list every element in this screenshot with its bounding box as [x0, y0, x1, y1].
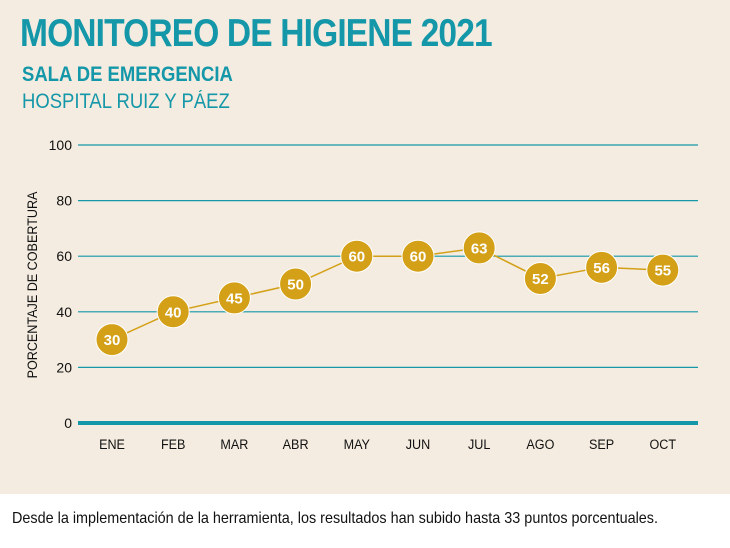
x-tick-label: OCT: [650, 436, 677, 452]
data-point: [462, 231, 496, 265]
x-tick-label: MAR: [220, 436, 248, 452]
chart-subtitle: SALA DE EMERGENCIA: [22, 63, 233, 86]
series-polyline: [111, 247, 663, 341]
data-label: 63: [471, 240, 488, 257]
x-tick-label: ABR: [283, 436, 309, 452]
page-title: MONITOREO DE HIGIENE 2021: [20, 12, 493, 55]
y-tick-label: 80: [56, 193, 72, 209]
data-point: [523, 261, 557, 295]
y-tick-label: 60: [56, 248, 72, 264]
y-axis-label: PORCENTAJE DE COBERTURA: [24, 191, 40, 378]
line-chart: 0 20 40 60 80 100 PORCENTAJE DE COBERTURA ENE…: [24, 137, 698, 452]
data-point: [646, 253, 680, 287]
data-label: 56: [593, 260, 610, 277]
chart-caption: Desde la implementación de la herramient…: [12, 510, 659, 527]
data-point: [585, 250, 619, 284]
y-tick-label: 20: [56, 359, 72, 375]
data-label: 60: [410, 249, 427, 266]
y-tick-label: 100: [49, 137, 73, 153]
x-tick-label: AGO: [526, 436, 554, 452]
data-label: 30: [104, 332, 121, 349]
data-label: 55: [654, 263, 671, 280]
data-point: [156, 295, 190, 329]
x-axis-ticks: ENE FEB MAR ABR MAY JUN JUL AGO SEP OCT: [99, 436, 676, 452]
data-label: 60: [348, 249, 365, 266]
gridlines: [78, 144, 698, 425]
y-tick-label: 0: [64, 415, 72, 431]
x-tick-label: SEP: [589, 436, 614, 452]
data-point: [95, 323, 129, 357]
data-point: [279, 267, 313, 301]
x-tick-label: JUN: [406, 436, 430, 452]
data-point: [401, 239, 435, 273]
data-label: 40: [165, 304, 182, 321]
data-points: 30 40 45 50 60 60 63 52 56 55: [95, 231, 680, 357]
y-axis-ticks: 0 20 40 60 80 100: [49, 137, 73, 431]
x-tick-label: JUL: [468, 436, 490, 452]
x-tick-label: FEB: [161, 436, 186, 452]
data-label: 52: [532, 271, 549, 288]
hospital-name: HOSPITAL RUIZ Y PÁEZ: [22, 90, 230, 113]
x-tick-label: ENE: [99, 436, 125, 452]
data-point: [340, 239, 374, 273]
y-tick-label: 40: [56, 304, 72, 320]
data-label: 45: [226, 290, 243, 307]
data-point: [217, 281, 251, 315]
series-line: [111, 247, 663, 341]
x-tick-label: MAY: [344, 436, 370, 452]
data-label: 50: [287, 277, 304, 294]
